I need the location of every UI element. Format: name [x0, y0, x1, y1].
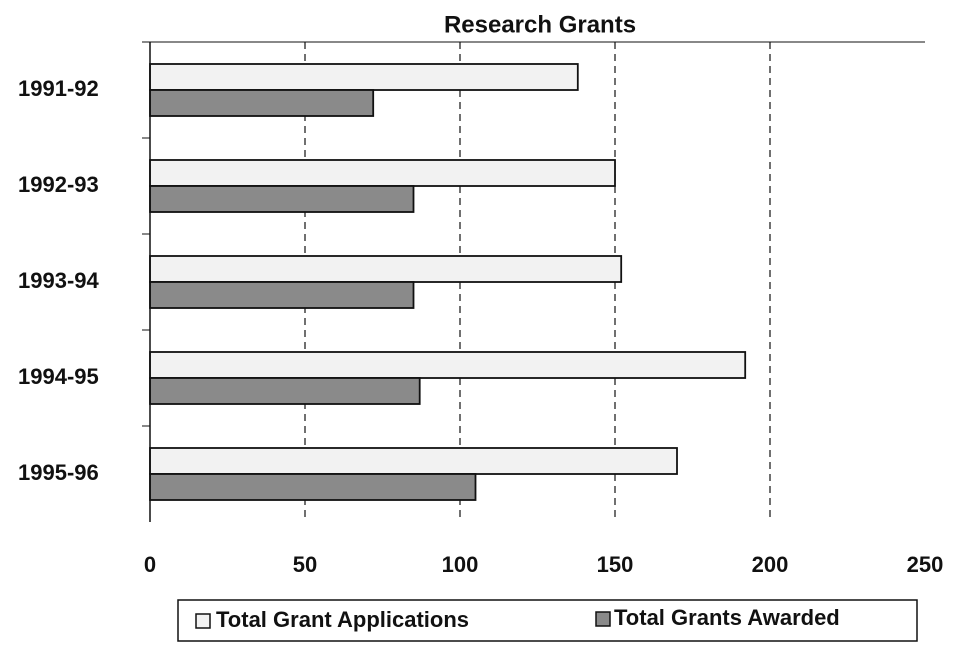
x-tick-label: 100	[442, 552, 479, 577]
x-tick-label: 200	[752, 552, 789, 577]
y-tick-label: 1995-96	[18, 460, 99, 485]
y-tick-label: 1991-92	[18, 76, 99, 101]
bar	[149, 351, 747, 379]
chart-title: Research Grants	[444, 11, 636, 38]
bar	[149, 185, 415, 213]
bar	[149, 89, 375, 117]
legend-label: Total Grants Awarded	[614, 605, 840, 630]
bar	[149, 281, 415, 309]
y-tick-label: 1992-93	[18, 172, 99, 197]
legend-swatch	[595, 611, 611, 627]
y-tick-label: 1993-94	[18, 268, 100, 293]
legend-box	[177, 599, 918, 642]
x-tick-label: 150	[597, 552, 634, 577]
bar	[149, 63, 579, 91]
legend-label: Total Grant Applications	[216, 607, 469, 632]
bar	[149, 159, 616, 187]
bar	[149, 473, 477, 501]
x-tick-label: 250	[907, 552, 944, 577]
bar	[149, 255, 623, 283]
y-tick-label: 1994-95	[18, 364, 99, 389]
bar	[149, 447, 678, 475]
x-tick-label: 0	[144, 552, 156, 577]
bar	[149, 377, 421, 405]
legend: Total Grant Applications Total Grants Aw…	[177, 599, 918, 642]
x-tick-label: 50	[293, 552, 317, 577]
legend-swatch	[195, 613, 211, 629]
